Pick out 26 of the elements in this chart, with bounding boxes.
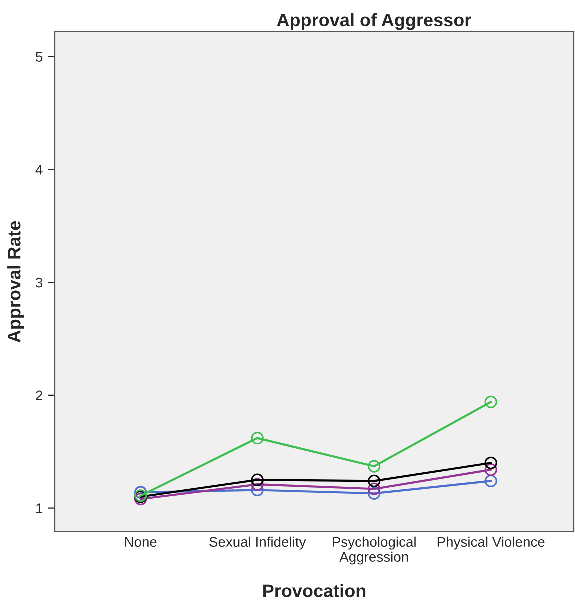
point [368, 482, 381, 496]
chart-title: Approval of Aggressor [277, 13, 472, 30]
y-tick-label: 1 [36, 504, 43, 514]
point [134, 492, 148, 506]
y-tick-label: 5 [36, 52, 43, 62]
x-tick-label: Psychological Aggression [333, 536, 416, 565]
point [251, 478, 264, 491]
y-axis-title: Approval Rate [8, 221, 24, 343]
point [368, 487, 381, 500]
point [484, 474, 498, 488]
point [368, 460, 381, 473]
point [251, 474, 264, 486]
point [484, 464, 498, 476]
x-axis-title: Provocation [264, 584, 366, 598]
point [134, 486, 148, 499]
x-tick-label: Sexual Infidelity [210, 536, 306, 550]
point [484, 396, 498, 409]
point [251, 484, 264, 497]
y-tick-label: 4 [36, 165, 43, 175]
point [251, 432, 264, 445]
x-tick-label: Physical Violence [438, 536, 545, 550]
x-tick-label: None [125, 537, 157, 548]
y-tick-label: 3 [36, 278, 43, 288]
y-tick-label: 2 [36, 390, 42, 400]
point [368, 474, 381, 488]
point [484, 456, 498, 470]
